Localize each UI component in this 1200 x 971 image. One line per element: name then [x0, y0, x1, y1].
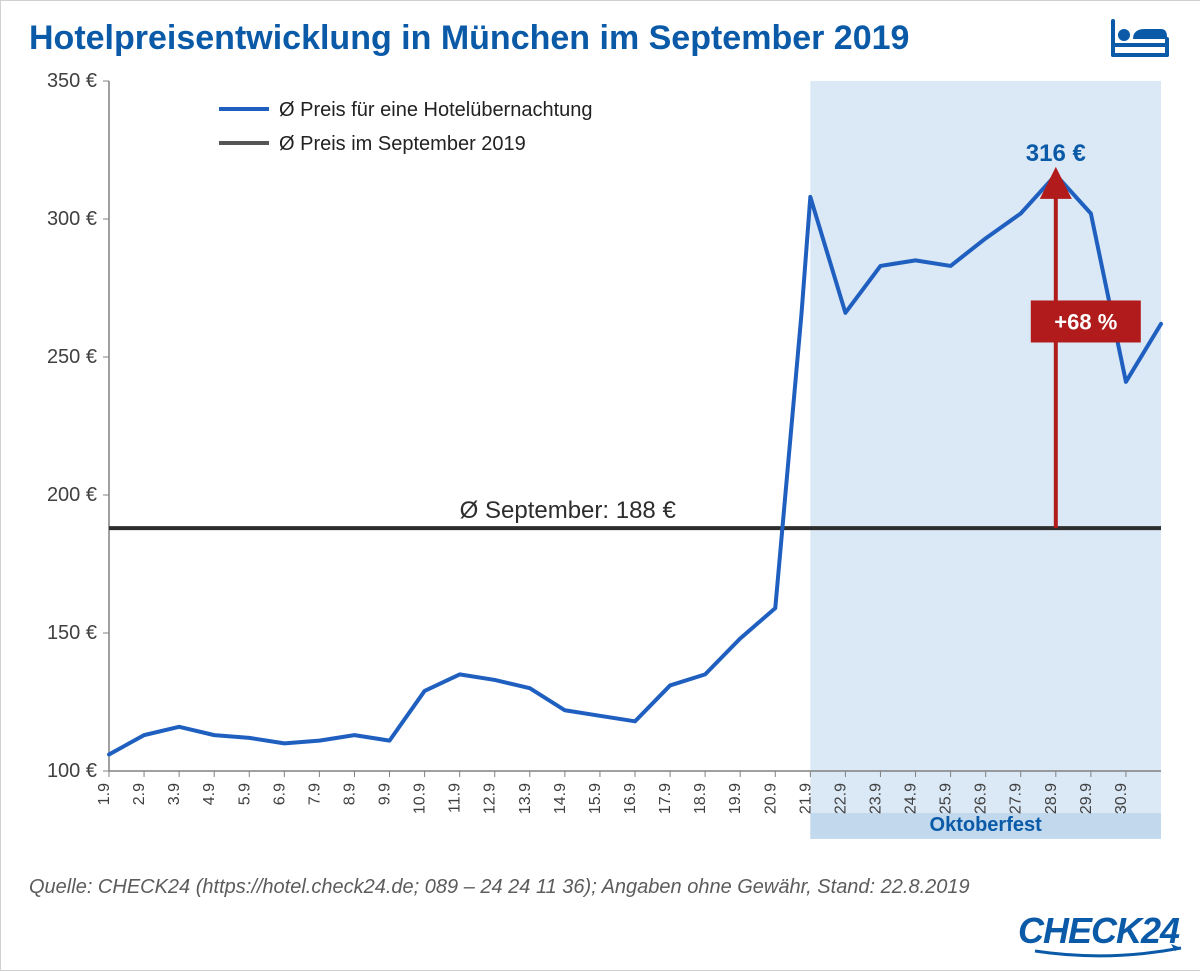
x-tick-label: 10.9 [412, 783, 429, 814]
page-title: Hotelpreisentwicklung in München im Sept… [29, 19, 909, 58]
y-tick-label: 350 € [47, 71, 97, 92]
x-tick-label: 1.9 [96, 783, 113, 805]
x-tick-label: 15.9 [587, 783, 604, 814]
x-tick-label: 30.9 [1113, 783, 1130, 814]
x-tick-label: 8.9 [341, 783, 358, 805]
x-tick-label: 5.9 [236, 783, 253, 805]
bed-icon [1109, 15, 1171, 61]
y-tick-label: 200 € [47, 484, 97, 506]
x-tick-label: 29.9 [1078, 783, 1095, 814]
x-tick-label: 7.9 [306, 783, 323, 805]
x-tick-label: 6.9 [271, 783, 288, 805]
x-tick-label: 2.9 [131, 783, 148, 805]
x-tick-label: 25.9 [938, 783, 955, 814]
x-tick-label: 19.9 [727, 783, 744, 814]
peak-label: 316 € [1026, 140, 1086, 167]
x-tick-label: 17.9 [657, 783, 674, 814]
page: Hotelpreisentwicklung in München im Sept… [0, 0, 1200, 971]
x-tick-label: 28.9 [1043, 783, 1060, 814]
x-tick-label: 26.9 [973, 783, 990, 814]
y-tick-label: 300 € [47, 208, 97, 230]
x-tick-label: 18.9 [692, 783, 709, 814]
brand-logo: CHECK24 [1018, 910, 1179, 952]
x-tick-label: 3.9 [166, 783, 183, 805]
x-tick-label: 14.9 [552, 783, 569, 814]
x-tick-label: 9.9 [377, 783, 394, 805]
x-tick-label: 16.9 [622, 783, 639, 814]
x-tick-label: 22.9 [832, 783, 849, 814]
oktoberfest-band [810, 81, 1161, 835]
x-tick-label: 23.9 [867, 783, 884, 814]
x-tick-label: 20.9 [762, 783, 779, 814]
x-tick-label: 27.9 [1008, 783, 1025, 814]
x-tick-label: 21.9 [797, 783, 814, 814]
highlight-label: Oktoberfest [930, 814, 1043, 836]
x-tick-label: 24.9 [903, 783, 920, 814]
delta-label: +68 % [1054, 309, 1117, 334]
avg-annotation: Ø September: 188 € [460, 497, 677, 524]
x-tick-label: 4.9 [201, 783, 218, 805]
x-tick-label: 11.9 [447, 783, 464, 813]
y-tick-label: 100 € [47, 760, 97, 782]
source-text: Quelle: CHECK24 (https://hotel.check24.d… [29, 876, 970, 899]
chart: 100 € 150 € 200 € 250 € 300 € 350 € 1.9 2.9 3.9 4… [27, 71, 1175, 841]
y-tick-label: 150 € [47, 622, 97, 644]
legend-avg-label: Ø Preis im September 2019 [279, 133, 526, 155]
x-tick-label: 12.9 [482, 783, 499, 814]
legend-series-label: Ø Preis für eine Hotelübernachtung [279, 99, 593, 121]
logo-swoosh-icon [1033, 944, 1183, 958]
y-tick-label: 250 € [47, 346, 97, 368]
x-tick-label: 13.9 [517, 783, 534, 814]
